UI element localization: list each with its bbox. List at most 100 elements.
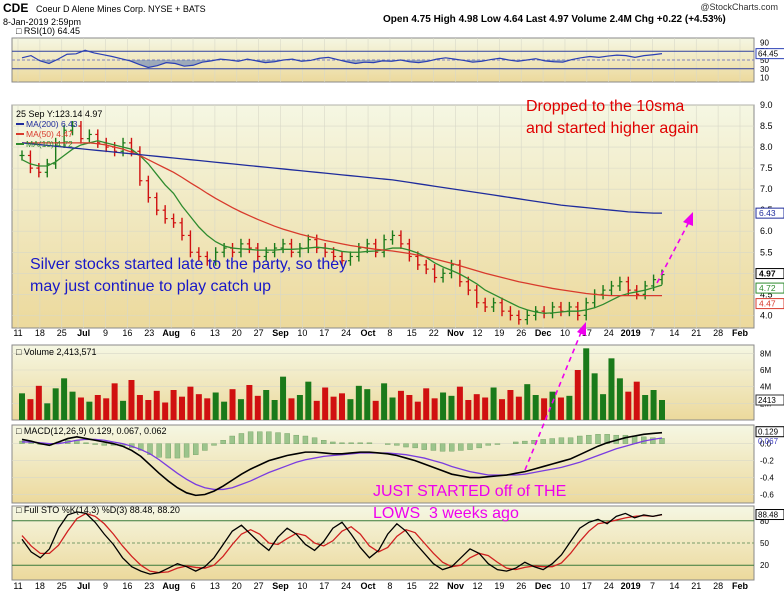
macd-histogram-bar (147, 443, 153, 455)
last-ma200-label-box (755, 207, 784, 219)
rsi-y-tick: 90 (760, 38, 769, 47)
volume-bar (271, 400, 278, 420)
price-bar (347, 251, 353, 266)
x-tick-label: 18 (35, 328, 45, 338)
price-bar (373, 238, 379, 258)
volume-bar (600, 394, 607, 420)
volume-bar (633, 381, 640, 420)
x-tick-label: Jul (77, 581, 90, 591)
volume-bar (456, 386, 463, 420)
macd-y-tick: 0.0 (760, 440, 772, 449)
price-bar (474, 285, 480, 308)
x-tick-label: 15 (407, 581, 417, 591)
macd-histogram-bar (650, 437, 656, 444)
price-bar (608, 280, 614, 296)
price-y-tick: 7.0 (760, 184, 773, 194)
quote-date: 8-Jan-2019 2:59pm (3, 17, 82, 27)
x-tick-label: 10 (560, 581, 570, 591)
x-tick-label: 7 (650, 328, 655, 338)
volume-bar (364, 389, 371, 420)
price-title: 25 Sep Y:123.14 4.97 (16, 109, 102, 119)
volume-bar (52, 388, 59, 420)
volume-bar (77, 397, 84, 420)
x-tick-label: 17 (319, 581, 329, 591)
x-tick-label: 17 (319, 328, 329, 338)
company-name: Coeur D Alene Mines Corp. NYSE + BATS (36, 4, 206, 14)
x-tick-label: 8 (387, 581, 392, 591)
volume-bar (195, 394, 202, 420)
price-bar (524, 310, 530, 325)
ma-line-MA50 (22, 142, 662, 297)
sto-k-line (21, 511, 663, 575)
macd-histogram-bar (595, 434, 601, 444)
price-bar (179, 217, 185, 241)
macd-histogram-bar (174, 443, 181, 459)
price-bar (204, 251, 210, 266)
volume-bar (414, 401, 421, 420)
rsi-title: □ RSI(10) 64.45 (16, 26, 80, 36)
volume-bar (499, 399, 505, 420)
volume-bar (549, 391, 556, 420)
price-y-tick: 7.5 (760, 163, 773, 173)
volume-bar (229, 389, 236, 420)
price-bar (398, 230, 404, 249)
volume-bar (355, 385, 362, 420)
price-bar (86, 129, 92, 144)
vol-last-label: 2413 (758, 396, 776, 405)
x-tick-label: 17 (582, 328, 592, 338)
volume-bar (650, 390, 657, 420)
price-bar (137, 146, 143, 186)
volume-bar (557, 397, 564, 420)
x-tick-label: 12 (472, 328, 482, 338)
legend-entry: MA(50) 4.47 (26, 129, 73, 139)
x-tick-label: 16 (122, 581, 132, 591)
macd-histogram-bar (321, 440, 327, 444)
price-bar (415, 251, 421, 270)
x-tick-label: Oct (361, 328, 376, 338)
last-close-label: 4.97 (759, 269, 776, 279)
sto-title: □ Full STO %K(14,3) %D(3) 88.48, 88.20 (16, 505, 180, 515)
macd-signal-last-label: 0.067 (758, 437, 779, 446)
macd-panel (11, 424, 755, 504)
x-tick-label: 10 (297, 328, 307, 338)
price-bar (171, 213, 177, 228)
volume-bar (237, 399, 244, 420)
x-tick-label: 18 (35, 581, 45, 591)
macd-histogram-bar (412, 443, 418, 449)
x-tick-label: 11 (13, 581, 22, 591)
x-tick-label: 11 (13, 328, 22, 338)
macd-histogram-bar (101, 443, 107, 446)
macd-histogram-bar (540, 439, 546, 444)
x-tick-label: 23 (144, 581, 154, 591)
last-ma50-label: 4.47 (759, 299, 776, 309)
x-tick-label: Aug (162, 328, 180, 338)
arrow-up-dashed (656, 219, 691, 284)
volume-bar (128, 380, 135, 420)
volume-bar (145, 400, 152, 420)
volume-bar (566, 395, 573, 420)
volume-bar (397, 390, 404, 420)
price-bar (440, 268, 446, 283)
x-tick-label: Oct (361, 581, 376, 591)
ticker-symbol: CDE (3, 1, 29, 15)
macd-histogram-bar (430, 443, 437, 451)
ma-line-MA200 (21, 142, 662, 214)
price-bar (95, 129, 101, 148)
volume-bar (642, 395, 649, 420)
legend-entry: MA(200) 6.43 (26, 119, 78, 129)
volume-bar (659, 400, 665, 420)
volume-bar (212, 392, 219, 420)
x-tick-label: 19 (494, 328, 504, 338)
volume-bar (204, 398, 211, 420)
volume-bar (103, 398, 110, 420)
price-y-tick: 4.5 (760, 289, 773, 299)
price-bar (533, 306, 539, 321)
volume-bar (339, 393, 345, 420)
sto-y-tick: 80 (760, 517, 769, 526)
volume-bar (296, 395, 303, 420)
volume-bar (305, 381, 312, 420)
x-tick-label: 10 (560, 328, 570, 338)
price-bar (19, 150, 25, 161)
price-bar (78, 120, 84, 144)
